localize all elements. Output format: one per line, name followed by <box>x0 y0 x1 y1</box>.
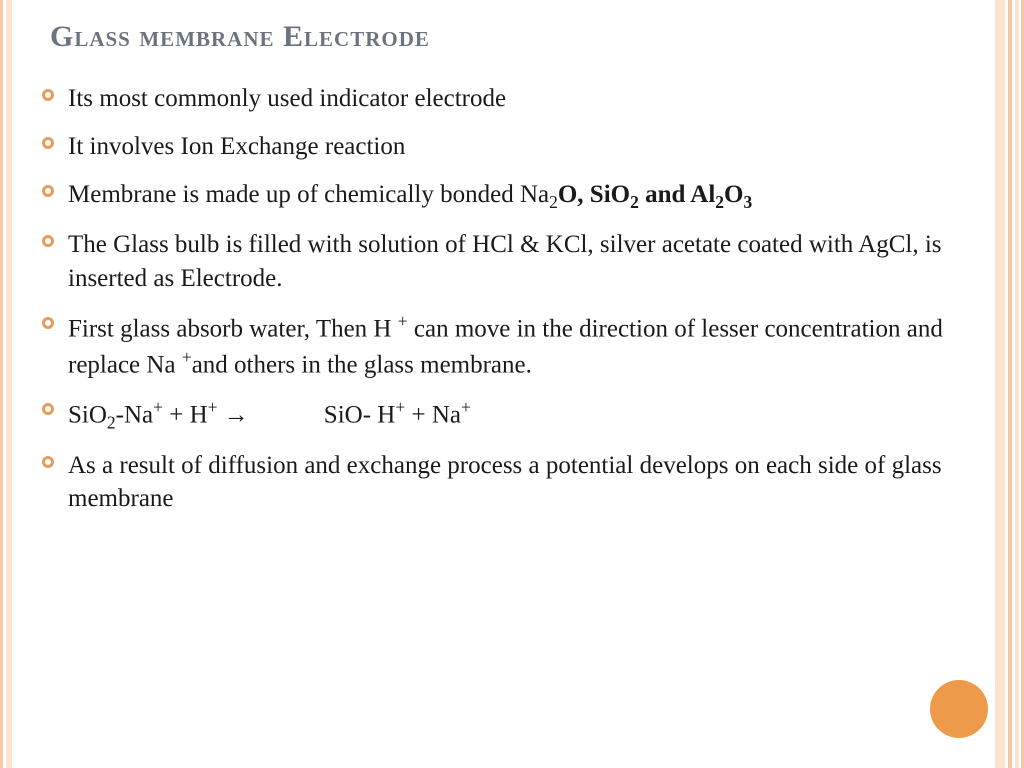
slide-content: Glass membrane Electrode Its most common… <box>30 20 984 748</box>
left-border-stripes <box>0 0 12 768</box>
circle-decoration <box>930 680 988 738</box>
right-border-stripes <box>995 0 1024 768</box>
slide-title: Glass membrane Electrode <box>50 20 984 54</box>
bullet-item: As a result of diffusion and exchange pr… <box>40 449 984 517</box>
bullet-item: SiO2-Na+ + H+ → SiO- H+ + Na+ <box>40 396 984 435</box>
bullet-item: Membrane is made up of chemically bonded… <box>40 178 984 215</box>
bullet-item: The Glass bulb is filled with solution o… <box>40 228 984 296</box>
bullet-item: First glass absorb water, Then H + can m… <box>40 310 984 382</box>
bullet-item: It involves Ion Exchange reaction <box>40 130 984 164</box>
bullet-item: Its most commonly used indicator electro… <box>40 82 984 116</box>
bullet-list: Its most commonly used indicator electro… <box>30 82 984 516</box>
